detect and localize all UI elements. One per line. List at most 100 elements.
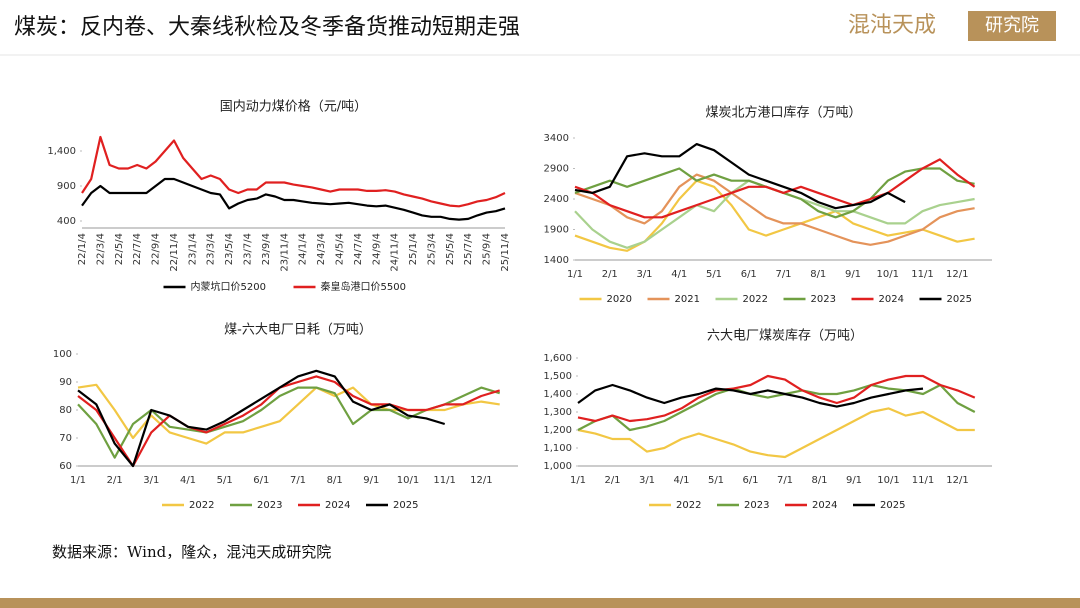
series-line [574,143,906,210]
x-tick-label: 2/1 [107,475,123,486]
legend-label: 2021 [675,294,700,305]
x-tick-label: 25/11/4 [500,233,511,272]
series-line [77,383,500,445]
legend-label: 2024 [325,500,350,511]
x-tick-label: 4/1 [671,269,687,280]
y-tick-label: 1,200 [543,425,572,436]
x-tick-label: 22/9/4 [151,233,162,265]
x-tick-label: 25/9/4 [482,233,493,265]
x-tick-label: 25/7/4 [463,233,474,265]
y-tick-label: 1,500 [543,371,572,382]
legend-label: 2022 [189,500,214,511]
x-tick-label: 4/1 [673,475,689,486]
legend-label: 2025 [393,500,418,511]
x-tick-label: 7/1 [290,475,306,486]
x-tick-label: 8/1 [810,269,826,280]
legend-label: 内蒙坑口价5200 [191,280,266,293]
legend-label: 秦皇岛港口价5500 [321,280,406,293]
x-tick-label: 5/1 [708,475,724,486]
x-tick-label: 10/1 [877,475,899,486]
x-tick-label: 24/1/4 [298,233,309,265]
legend-label: 2022 [676,500,701,511]
x-tick-label: 5/1 [217,475,233,486]
x-tick-label: 11/1 [912,475,934,486]
x-tick-label: 6/1 [741,269,757,280]
series-line [81,135,506,208]
source-note: 数据来源：Wind，隆众，混沌天成研究院 [52,543,331,561]
legend-label: 2023 [811,294,836,305]
legend-label: 2023 [257,500,282,511]
x-tick-label: 23/11/4 [279,233,290,272]
y-tick-label: 2900 [544,164,569,175]
y-tick-label: 3400 [544,133,569,144]
x-tick-label: 24/3/4 [316,233,327,265]
x-tick-label: 23/5/4 [224,233,235,265]
y-tick-label: 1400 [544,255,569,266]
y-tick-label: 1,300 [543,407,572,418]
legend-label: 2024 [879,294,904,305]
x-tick-label: 23/1/4 [187,233,198,265]
x-tick-label: 23/7/4 [243,233,254,265]
x-tick-label: 6/1 [253,475,269,486]
x-tick-label: 7/1 [777,475,793,486]
x-tick-label: 3/1 [143,475,159,486]
y-tick-label: 400 [57,216,76,227]
x-tick-label: 24/5/4 [334,233,345,265]
legend-label: 2020 [607,294,632,305]
x-tick-label: 22/7/4 [132,233,143,265]
x-tick-label: 4/1 [180,475,196,486]
series-line [574,173,975,246]
legend-label: 2024 [812,500,837,511]
x-tick-label: 9/1 [846,475,862,486]
logo-text: 混沌天成 [848,13,936,38]
x-tick-label: 22/3/4 [95,233,106,265]
x-tick-label: 1/1 [567,269,583,280]
chart-title: 煤炭北方港口库存（万吨） [705,105,861,121]
series-line [77,369,446,468]
x-tick-label: 23/9/4 [261,233,272,265]
x-tick-label: 9/1 [845,269,861,280]
y-tick-label: 2400 [544,194,569,205]
y-tick-label: 900 [57,181,76,192]
x-tick-label: 5/1 [706,269,722,280]
x-tick-label: 22/5/4 [114,233,125,265]
x-tick-label: 3/1 [636,269,652,280]
legend-label: 2023 [744,500,769,511]
legend-label: 2022 [743,294,768,305]
x-tick-label: 22/11/4 [169,233,180,272]
y-tick-label: 70 [59,433,72,444]
footer-band [0,598,1080,608]
x-tick-label: 12/1 [946,475,968,486]
y-tick-label: 1,400 [543,389,572,400]
y-tick-label: 80 [59,405,72,416]
y-tick-label: 1900 [544,225,569,236]
x-tick-label: 24/11/4 [390,233,401,272]
series-line [574,158,976,219]
x-tick-label: 6/1 [742,475,758,486]
x-tick-label: 3/1 [639,475,655,486]
y-tick-label: 100 [53,349,72,360]
x-tick-label: 12/1 [470,475,492,486]
series-line [577,383,924,408]
series-line [81,177,506,221]
slide-title: 煤炭：反内卷、大秦线秋检及冬季备货推动短期走强 [14,15,520,40]
logo-box [968,11,1056,41]
series-line [577,407,975,459]
chart-title: 国内动力煤价格（元/吨） [220,99,367,115]
logo-box-text: 研究院 [985,15,1039,36]
x-tick-label: 10/1 [397,475,419,486]
series-line [574,167,975,219]
x-tick-label: 1/1 [70,475,86,486]
x-tick-label: 25/1/4 [408,233,419,265]
x-tick-label: 8/1 [811,475,827,486]
x-tick-label: 25/3/4 [426,233,437,265]
y-tick-label: 1,400 [47,146,76,157]
x-tick-label: 10/1 [877,269,899,280]
chart-title: 六大电厂煤炭库存（万吨） [707,328,863,344]
series-line [577,374,976,423]
series-line [77,375,501,468]
x-tick-label: 9/1 [363,475,379,486]
x-tick-label: 8/1 [327,475,343,486]
y-tick-label: 60 [59,461,72,472]
